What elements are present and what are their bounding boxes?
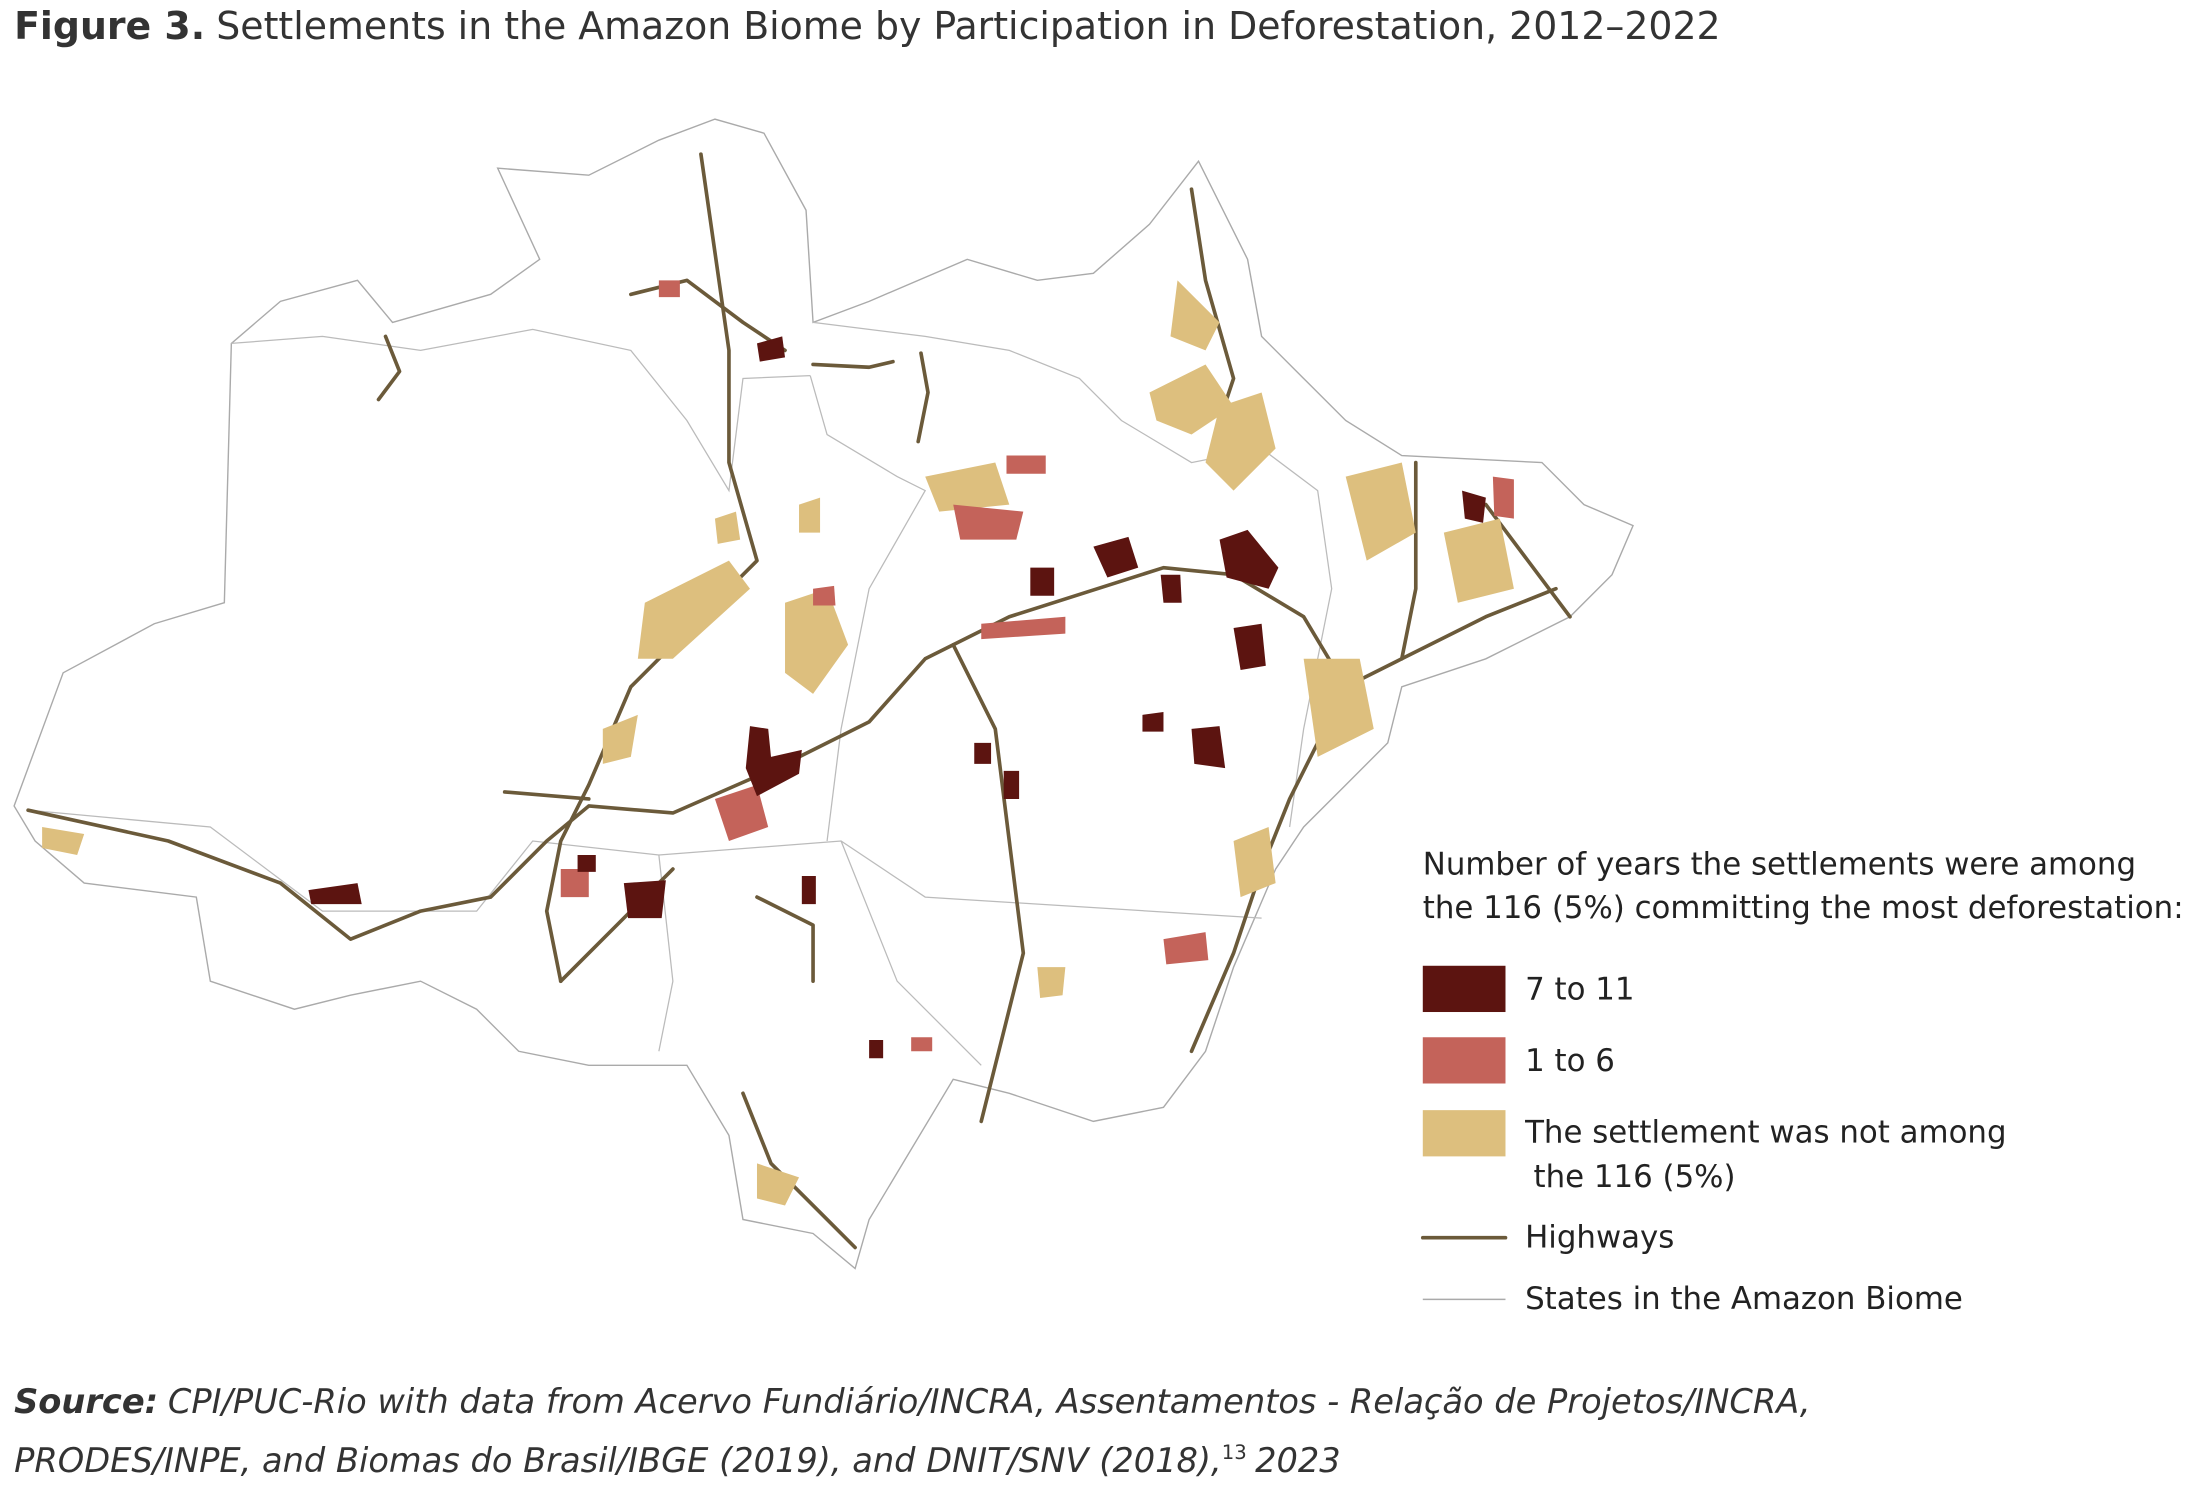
- settlement: [1170, 280, 1220, 351]
- source-label: Source:: [14, 1382, 158, 1421]
- settlement: [623, 880, 666, 919]
- settlement: [1149, 364, 1234, 435]
- highway: [916, 351, 930, 444]
- settlement: [1163, 932, 1209, 965]
- settlement: [1345, 462, 1416, 561]
- source-line: Source: CPI/PUC-Rio with data from Acervo…: [14, 1382, 1810, 1421]
- legend-label: 1 to 6: [1525, 1043, 1615, 1079]
- settlement: [1191, 726, 1226, 769]
- source-year: 2023: [1255, 1441, 1341, 1480]
- source: Source: CPI/PUC-Rio with data from Acervo…: [14, 1382, 1810, 1480]
- settlement: [308, 883, 362, 905]
- figure-title: Figure 3. Settlements in the Amazon Biome…: [14, 4, 1721, 48]
- settlement: [658, 280, 680, 298]
- legend-swatch: [1422, 965, 1506, 1013]
- source-text: CPI/PUC-Rio with data from Acervo Fundiá…: [168, 1382, 1811, 1421]
- legend-title: Number of years the settlements were amo…: [1423, 847, 2136, 883]
- state-border: [28, 809, 1262, 919]
- settlement: [1233, 623, 1266, 671]
- legend-swatch: [1422, 1037, 1506, 1084]
- settlement: [1037, 967, 1066, 999]
- legend: Number of years the settlements were amo…: [1420, 847, 2184, 1317]
- settlement: [1142, 712, 1164, 732]
- settlement: [714, 511, 741, 544]
- settlement: [1219, 529, 1279, 589]
- settlement: [953, 504, 1024, 540]
- legend-label: the 116 (5%): [1534, 1159, 1736, 1195]
- highway: [1399, 460, 1418, 661]
- legend-label: The settlement was not among: [1524, 1114, 2006, 1150]
- legend-title: the 116 (5%) committing the most defores…: [1423, 890, 2184, 926]
- settlement: [925, 462, 1010, 512]
- map: [13, 118, 1634, 1270]
- legend-label: Highways: [1525, 1220, 1674, 1256]
- settlement: [1006, 455, 1046, 474]
- settlement: [911, 1037, 933, 1052]
- footnote-ref: 13: [1222, 1441, 1247, 1464]
- figure-title-text: Settlements in the Amazon Biome by Parti…: [216, 4, 1720, 48]
- legend-label: 7 to 11: [1525, 971, 1634, 1007]
- source-line: PRODES/INPE, and Biomas do Brasil/IBGE (…: [14, 1441, 1341, 1480]
- settlement: [637, 560, 750, 659]
- settlement: [801, 876, 816, 905]
- settlement: [1233, 826, 1276, 898]
- highway: [502, 790, 591, 801]
- state-border: [231, 328, 811, 493]
- settlement: [1462, 490, 1486, 523]
- settlement: [869, 1040, 884, 1059]
- highway: [951, 642, 1026, 1124]
- settlement: [981, 616, 1066, 640]
- settlement: [745, 726, 802, 797]
- biome-outline: [13, 118, 1634, 1270]
- settlement: [974, 742, 992, 764]
- settlement: [1003, 770, 1020, 799]
- settlement: [1443, 518, 1514, 603]
- figure-label: Figure 3.: [14, 4, 205, 48]
- legend-label: States in the Amazon Biome: [1525, 1281, 1963, 1317]
- state-border: [809, 375, 927, 842]
- settlement: [756, 336, 786, 362]
- highway: [755, 895, 815, 984]
- highway: [741, 1091, 857, 1250]
- source-text: PRODES/INPE, and Biomas do Brasil/IBGE (…: [14, 1441, 1222, 1480]
- state-border: [840, 840, 982, 1066]
- settlement: [813, 585, 836, 606]
- settlement: [577, 855, 596, 872]
- settlement: [785, 588, 849, 694]
- settlement: [1303, 658, 1374, 757]
- highways: [26, 152, 1572, 1250]
- settlement: [1492, 476, 1514, 519]
- settlement: [1160, 574, 1182, 603]
- settlement: [560, 869, 589, 898]
- settlement: [1093, 536, 1139, 578]
- state-border: [812, 321, 1333, 828]
- settlement: [42, 826, 85, 856]
- settlement: [714, 784, 769, 842]
- highway: [376, 334, 402, 402]
- settlement: [602, 714, 638, 764]
- legend-swatch: [1422, 1110, 1506, 1157]
- settlement: [799, 497, 821, 533]
- settlement: [1030, 567, 1055, 596]
- highway: [811, 359, 895, 370]
